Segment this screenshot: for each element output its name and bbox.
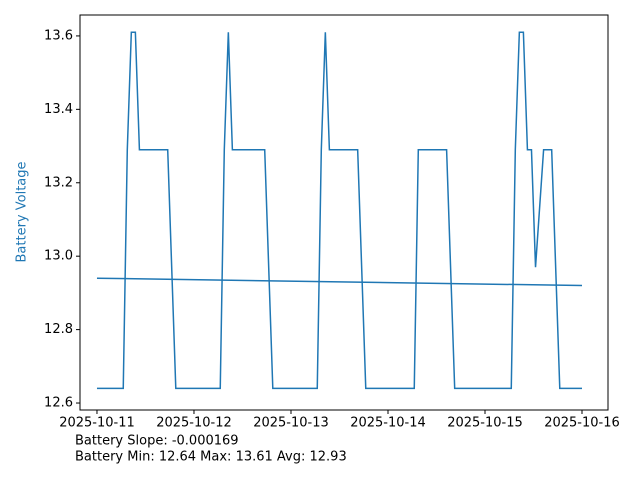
x-tick-label: 2025-10-11 xyxy=(59,416,135,431)
y-tick-label: 13.2 xyxy=(44,175,73,190)
line xyxy=(96,277,583,287)
x-tick-label: 2025-10-13 xyxy=(253,416,329,431)
y-tick-label: 13.0 xyxy=(44,249,73,264)
line xyxy=(96,31,582,390)
axes-frame xyxy=(79,14,609,411)
x-tick-label: 2025-10-16 xyxy=(544,416,620,431)
y-tick-label: 13.6 xyxy=(44,28,73,43)
y-tick-label: 13.4 xyxy=(44,102,73,117)
x-tick-label: 2025-10-15 xyxy=(447,416,523,431)
y-tick-label: 12.8 xyxy=(44,322,73,337)
y-axis-label: Battery Voltage xyxy=(15,161,30,262)
annotation: Battery Min: 12.64 Max: 13.61 Avg: 12.93 xyxy=(75,450,347,465)
x-tick-label: 2025-10-12 xyxy=(156,416,232,431)
annotation: Battery Slope: -0.000169 xyxy=(75,434,239,449)
y-tick-label: 12.6 xyxy=(44,396,73,411)
x-tick-label: 2025-10-14 xyxy=(350,416,426,431)
